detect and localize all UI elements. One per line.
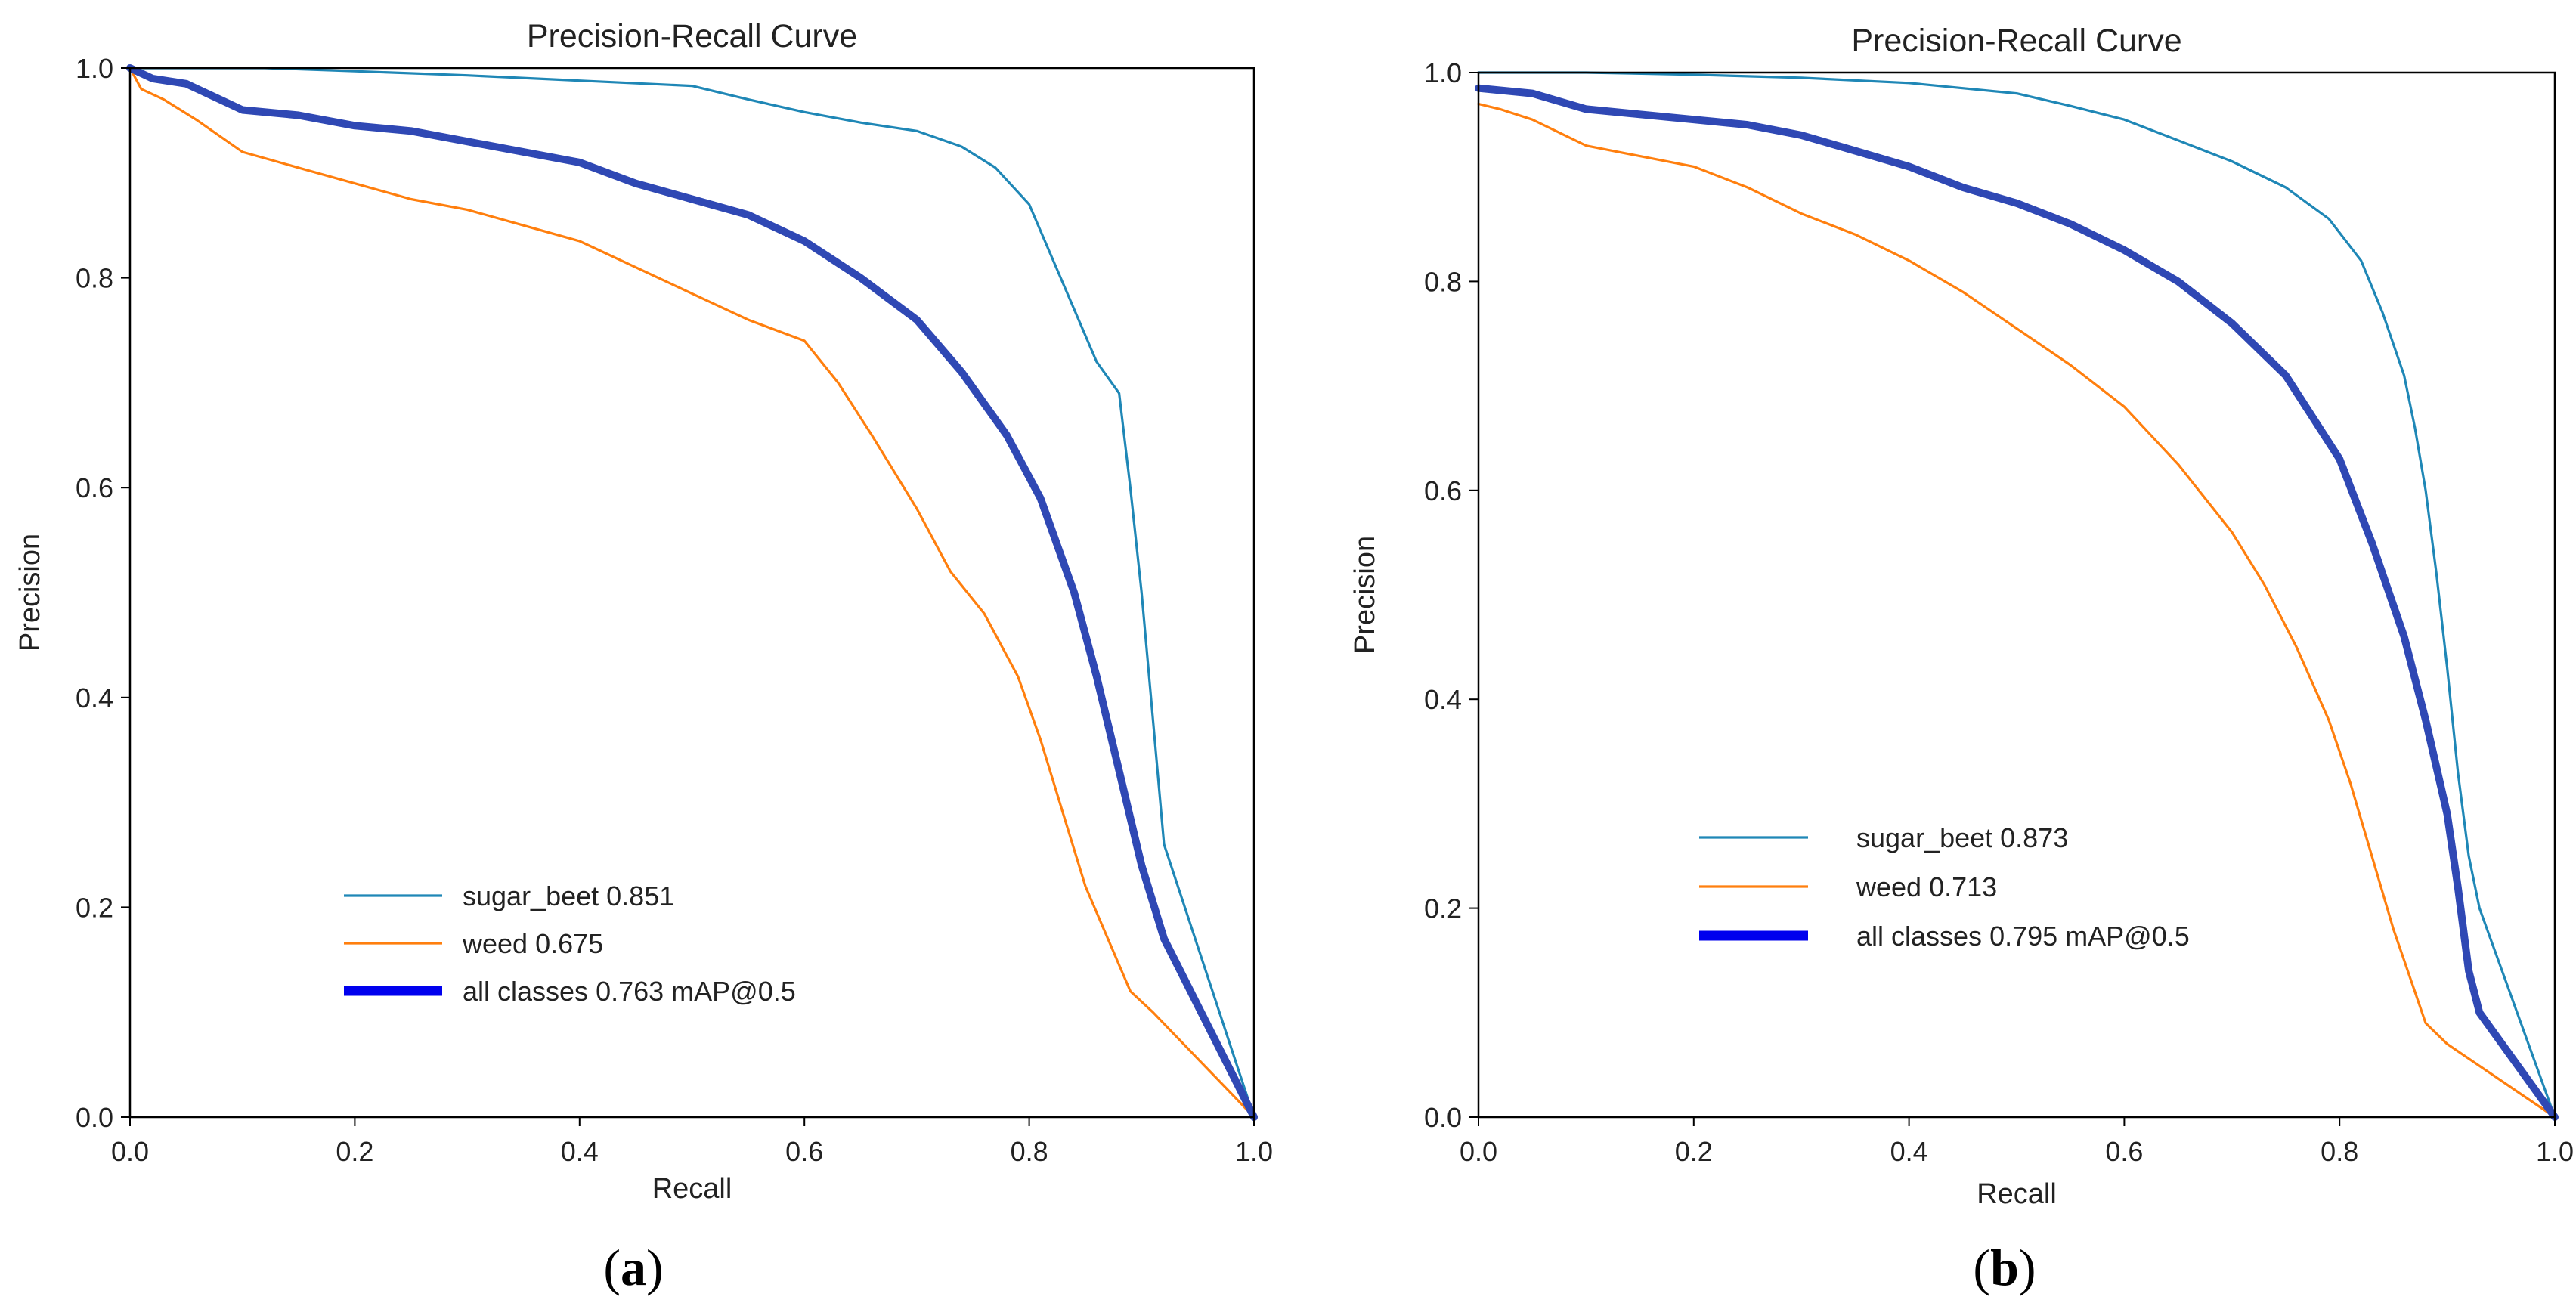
legend: sugar_beet 0.851 weed 0.675 all classes 0.… xyxy=(344,881,796,1007)
x-tick-label: 0.4 xyxy=(561,1136,599,1167)
chart-panel-a: Precision-Recall Curve 0.0 0.2 0.4 0.6 0.8 1.0… xyxy=(14,18,1273,1296)
x-tick-label: 0.0 xyxy=(1460,1136,1497,1167)
x-tick-label: 1.0 xyxy=(1235,1136,1273,1167)
x-tick-label: 1.0 xyxy=(2536,1136,2574,1167)
x-axis-label: Recall xyxy=(1977,1178,2057,1210)
legend-label: sugar_beet 0.873 xyxy=(1856,822,2068,853)
y-axis-label: Precision xyxy=(14,534,46,652)
panel-caption: (a) xyxy=(603,1239,663,1296)
y-tick-label: 0.2 xyxy=(1424,893,1462,924)
x-tick-label: 0.8 xyxy=(1011,1136,1048,1167)
series-line-sugar-beet xyxy=(1477,71,2556,1119)
x-tick-label: 0.2 xyxy=(336,1136,373,1167)
y-tick-label: 0.8 xyxy=(76,263,113,294)
panel-caption: (b) xyxy=(1973,1239,2036,1296)
legend-label: weed 0.713 xyxy=(1856,871,1997,902)
y-tick-label: 0.0 xyxy=(1424,1102,1462,1133)
y-axis-label: Precision xyxy=(1349,536,1381,654)
chart-title: Precision-Recall Curve xyxy=(1851,23,2181,59)
series-line-all-classes xyxy=(126,64,1258,1121)
x-tick-label: 0.0 xyxy=(111,1136,149,1167)
y-tick-label: 1.0 xyxy=(76,53,113,84)
legend-label: all classes 0.795 mAP@0.5 xyxy=(1856,921,2190,952)
y-tick-label: 0.4 xyxy=(76,682,113,713)
chart-panel-b: Precision-Recall Curve 0.0 0.2 0.4 0.6 0.8 1.0… xyxy=(1349,23,2574,1296)
chart-title: Precision-Recall Curve xyxy=(527,18,857,54)
y-tick-label: 0.2 xyxy=(76,892,113,923)
y-tick-label: 0.6 xyxy=(1424,475,1462,506)
x-tick-label: 0.6 xyxy=(2105,1136,2143,1167)
plot-frame xyxy=(128,67,1255,1119)
plot-frame xyxy=(1477,71,2556,1119)
legend-label: sugar_beet 0.851 xyxy=(463,881,674,911)
legend-label: weed 0.675 xyxy=(462,928,603,959)
x-tick-label: 0.2 xyxy=(1675,1136,1713,1167)
series-line-all-classes xyxy=(1475,84,2559,1121)
x-tick-label: 0.4 xyxy=(1890,1136,1928,1167)
legend-label: all classes 0.763 mAP@0.5 xyxy=(463,976,796,1007)
y-tick-label: 0.4 xyxy=(1424,684,1462,715)
y-tick-label: 0.0 xyxy=(76,1102,113,1133)
legend: sugar_beet 0.873 weed 0.713 all classes 0.… xyxy=(1699,822,2190,952)
y-tick-label: 0.8 xyxy=(1424,266,1462,297)
series-line-weed xyxy=(1477,102,2556,1119)
x-tick-label: 0.8 xyxy=(2321,1136,2358,1167)
series-line-sugar-beet xyxy=(128,67,1255,1119)
x-tick-label: 0.6 xyxy=(785,1136,823,1167)
y-tick-label: 1.0 xyxy=(1424,57,1462,88)
y-tick-label: 0.6 xyxy=(76,472,113,503)
x-axis-label: Recall xyxy=(652,1173,732,1205)
series-line-weed xyxy=(128,67,1255,1119)
